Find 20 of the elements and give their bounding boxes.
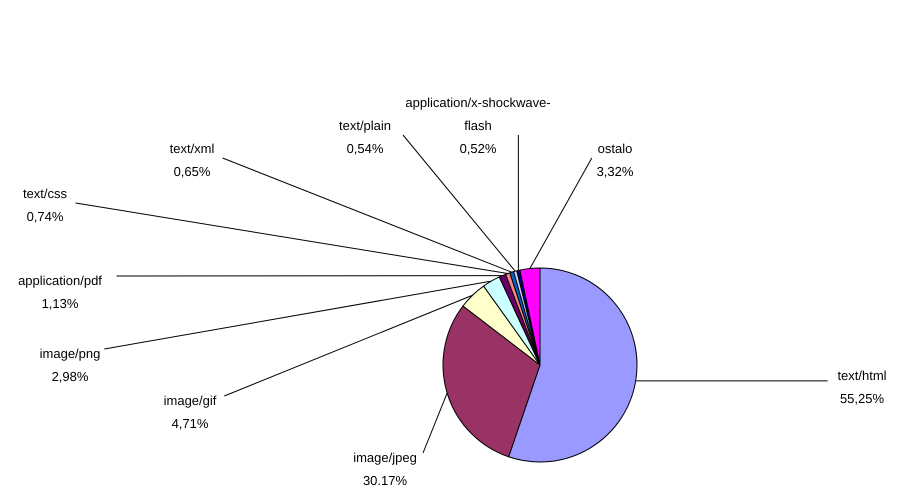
- data-label: 4,71%: [172, 416, 209, 431]
- slice-label: application/x-shockwave-flash: [405, 95, 551, 133]
- data-label: 0,65%: [174, 164, 211, 179]
- data-label: 55,25%: [840, 391, 884, 406]
- slice-label: application/pdf: [18, 273, 102, 288]
- slice-label: ostalo: [598, 141, 632, 156]
- slice-label: text/css: [22, 186, 68, 201]
- data-label: 3,32%: [596, 164, 634, 179]
- data-label: 0,74%: [26, 209, 64, 224]
- slice-label: image/png: [40, 346, 100, 361]
- data-label: 30.17%: [362, 473, 408, 488]
- data-label: 0,54%: [346, 141, 384, 156]
- slice-label: image/jpeg: [353, 450, 417, 465]
- data-label: 2,98%: [52, 369, 89, 384]
- slice-label: text/xml: [170, 141, 214, 156]
- slice-label: text/html: [837, 368, 887, 383]
- slice-label: image/gif: [164, 393, 217, 408]
- data-label: 0,52%: [460, 141, 497, 156]
- slice-label: text/plain: [338, 118, 392, 133]
- data-label: 1,13%: [42, 296, 79, 311]
